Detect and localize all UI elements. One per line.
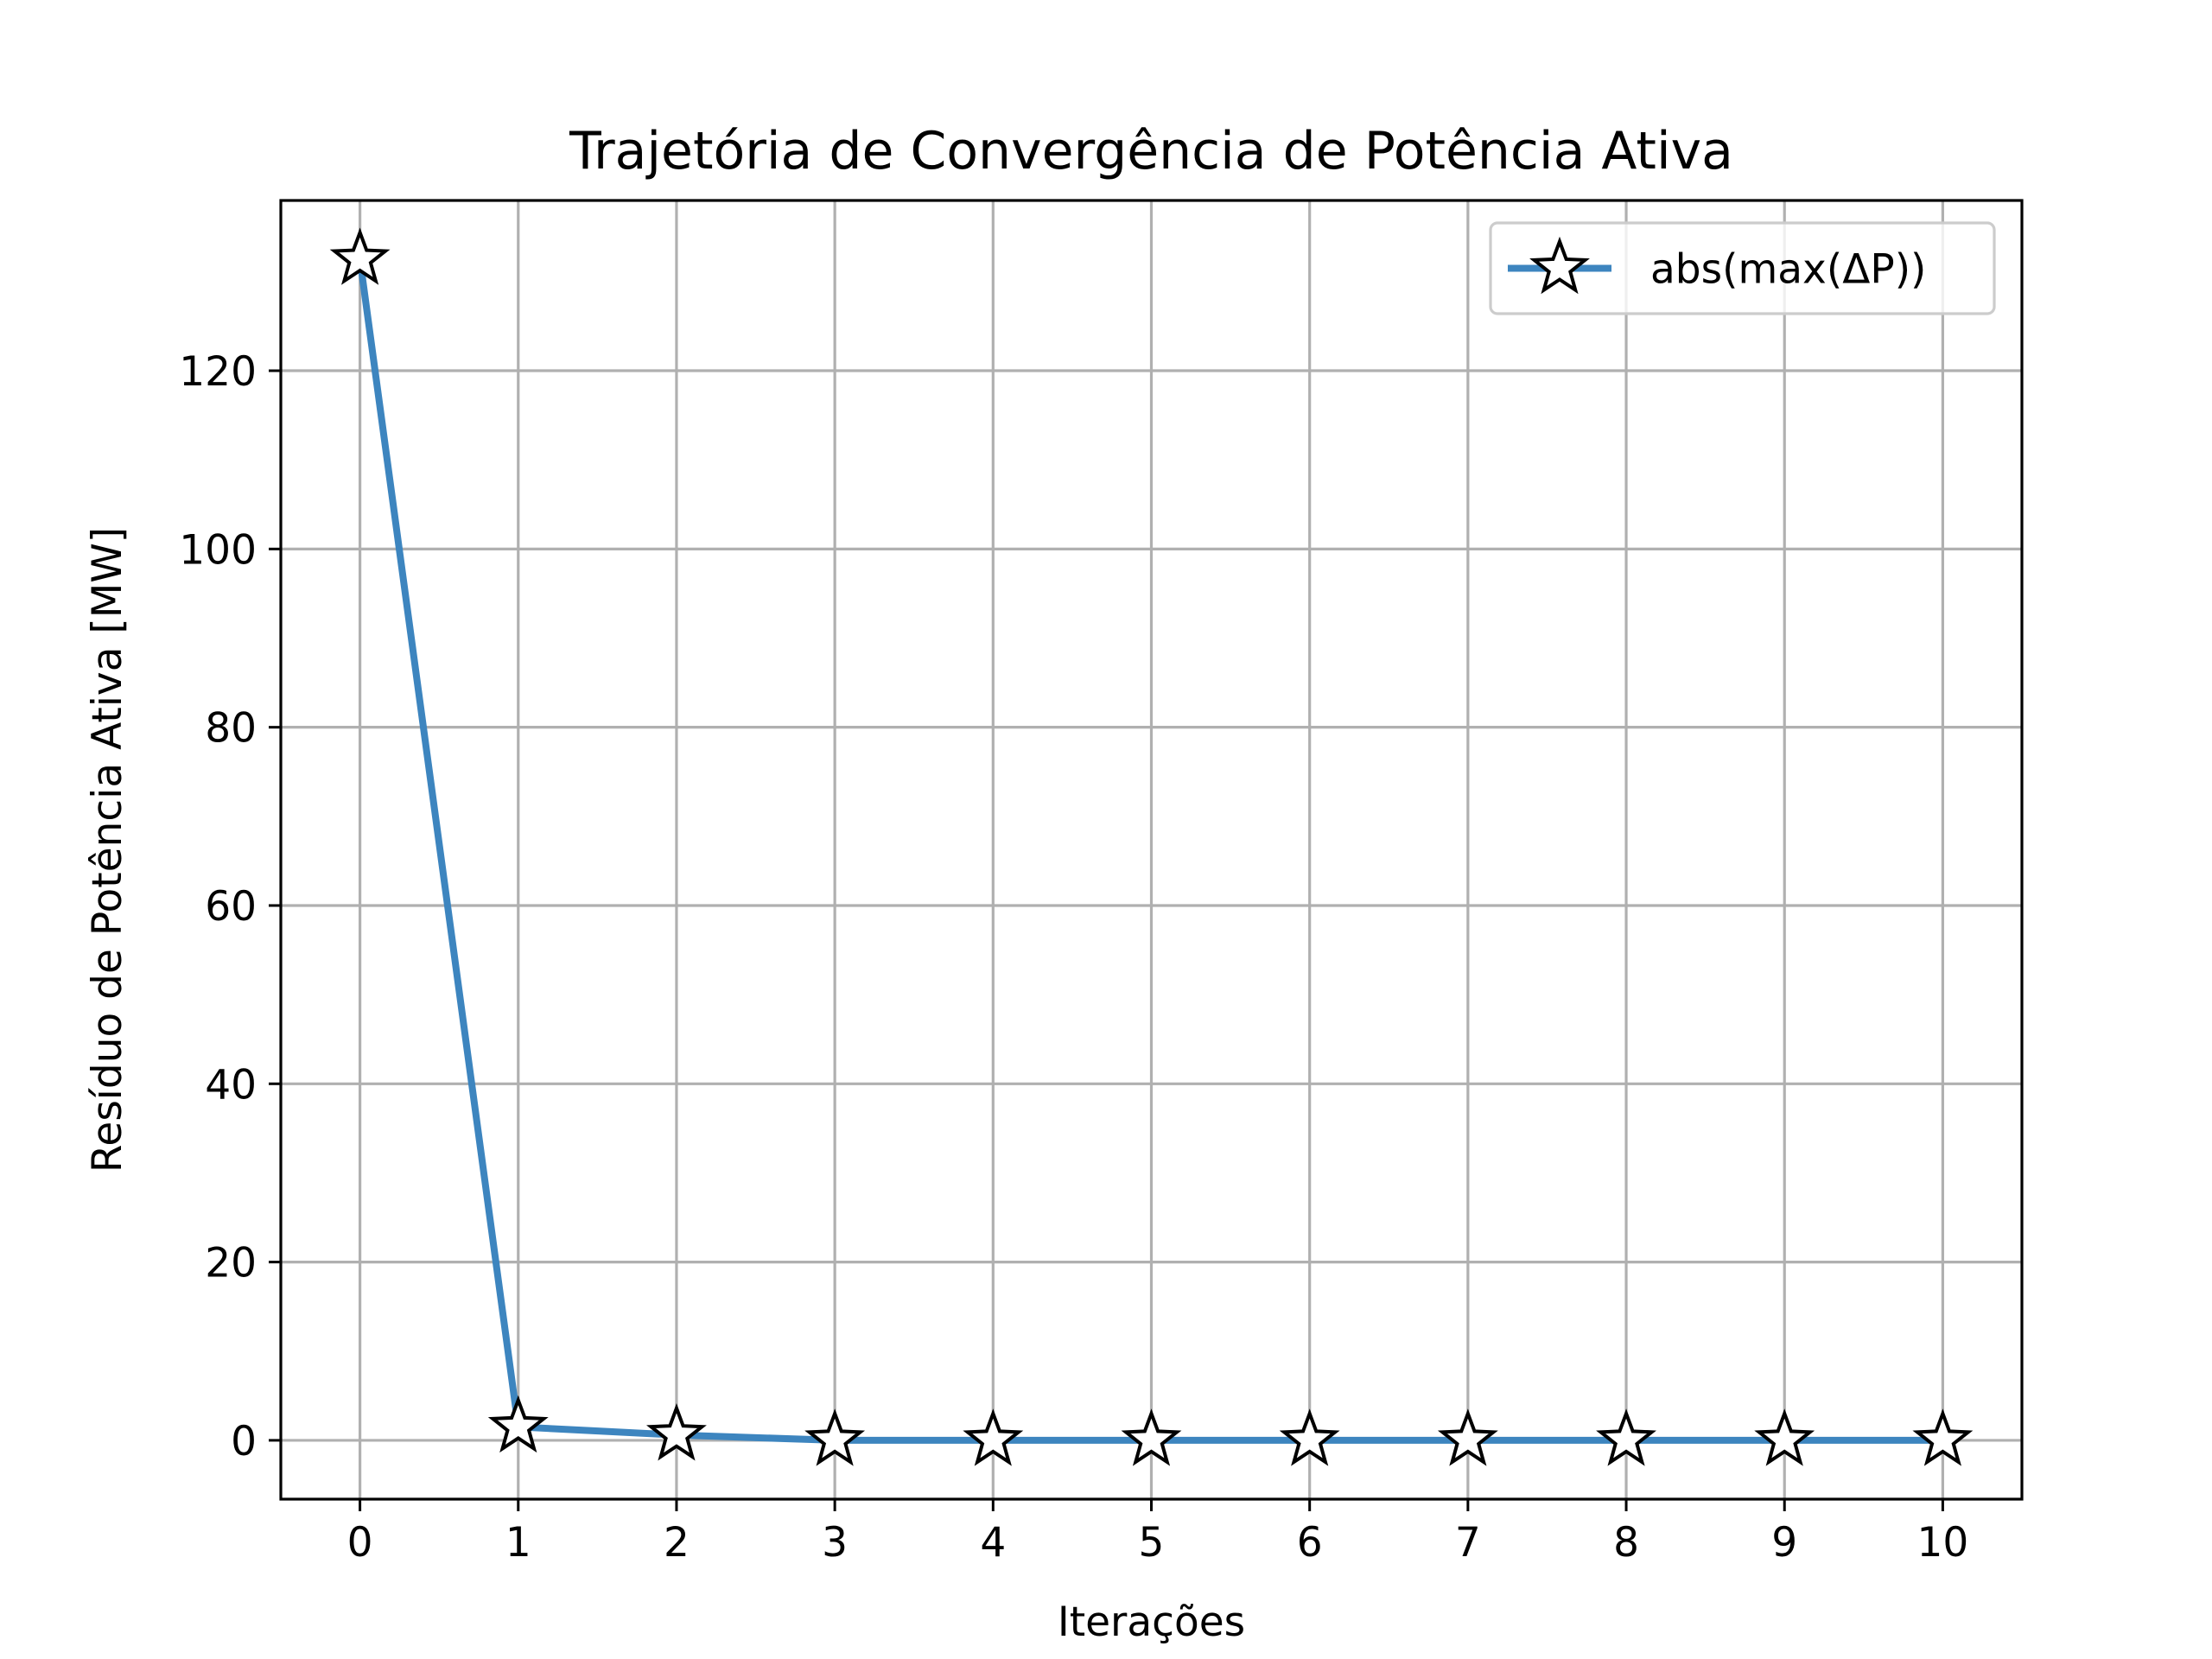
data-point-marker [804,1408,866,1466]
y-tick-label: 60 [205,883,257,931]
legend-box [1489,221,1996,315]
grid [281,200,2022,1499]
x-tick-label: 8 [1613,1519,1639,1567]
y-tick-label: 20 [205,1240,257,1287]
x-tick-label: 5 [1139,1519,1165,1567]
y-tick-label: 40 [205,1061,257,1109]
x-tick-label: 7 [1455,1519,1481,1567]
y-tick-label: 80 [205,705,257,753]
data-point-marker [1437,1408,1498,1466]
x-tick-label: 1 [505,1519,531,1567]
y-axis-label: Resíduo de Potência Ativa [MW] [84,527,131,1173]
y-tick-label: 120 [179,348,257,396]
data-point-marker [1279,1408,1340,1466]
legend-label: abs(max(ΔP)) [1650,246,1926,294]
x-tick-label: 3 [822,1519,848,1567]
x-tick-label: 4 [980,1519,1006,1567]
data-point-marker [963,1408,1024,1466]
legend-star-marker [1529,236,1590,295]
data-point-marker [646,1403,707,1461]
data-point-marker [1121,1408,1182,1466]
chart-title: Trajetória de Convergência de Potência A… [569,121,1733,181]
x-axis-label: Iterações [1058,1599,1245,1646]
data-point-marker [1912,1408,1974,1466]
data-point-marker [1596,1408,1656,1466]
data-point-marker [329,227,391,285]
y-tick-label: 100 [179,526,257,574]
x-tick-label: 6 [1297,1519,1323,1567]
legend: abs(max(ΔP)) [1489,221,1996,315]
x-tick-label: 10 [1917,1519,1969,1567]
data-point-marker [1754,1408,1815,1466]
series-layer [329,227,1974,1466]
x-tick-label: 9 [1771,1519,1797,1567]
x-tick-label: 0 [347,1519,373,1567]
y-tick-label: 0 [231,1418,257,1465]
x-tick-label: 2 [664,1519,690,1567]
data-point-marker [487,1395,549,1453]
